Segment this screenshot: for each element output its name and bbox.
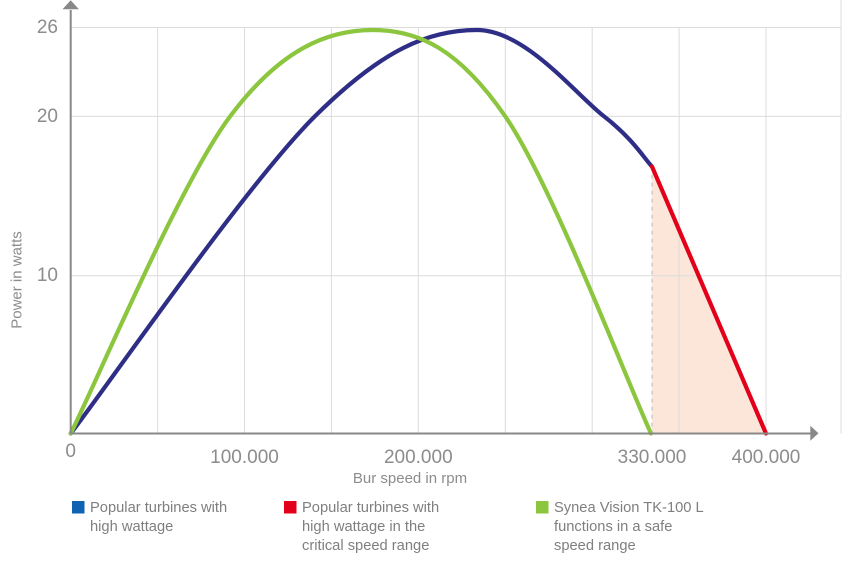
svg-text:Popular turbines with: Popular turbines with: [302, 500, 439, 516]
svg-text:400.000: 400.000: [732, 447, 801, 468]
svg-text:100.000: 100.000: [210, 447, 279, 468]
svg-text:10: 10: [37, 265, 58, 286]
svg-text:0: 0: [65, 441, 76, 462]
svg-text:speed range: speed range: [554, 538, 636, 554]
svg-text:functions in a safe: functions in a safe: [554, 519, 672, 535]
svg-text:330.000: 330.000: [618, 447, 687, 468]
svg-text:20: 20: [37, 106, 58, 127]
svg-text:Popular turbines with: Popular turbines with: [90, 500, 227, 516]
svg-text:Bur speed in rpm: Bur speed in rpm: [353, 470, 467, 487]
svg-text:high wattage in the: high wattage in the: [302, 519, 425, 535]
svg-text:26: 26: [37, 17, 58, 38]
svg-text:200.000: 200.000: [384, 447, 453, 468]
svg-text:Synea Vision TK-100 L: Synea Vision TK-100 L: [554, 500, 704, 516]
svg-text:high wattage: high wattage: [90, 519, 173, 535]
svg-text:Power in watts: Power in watts: [9, 231, 26, 329]
svg-text:critical speed range: critical speed range: [302, 538, 429, 554]
